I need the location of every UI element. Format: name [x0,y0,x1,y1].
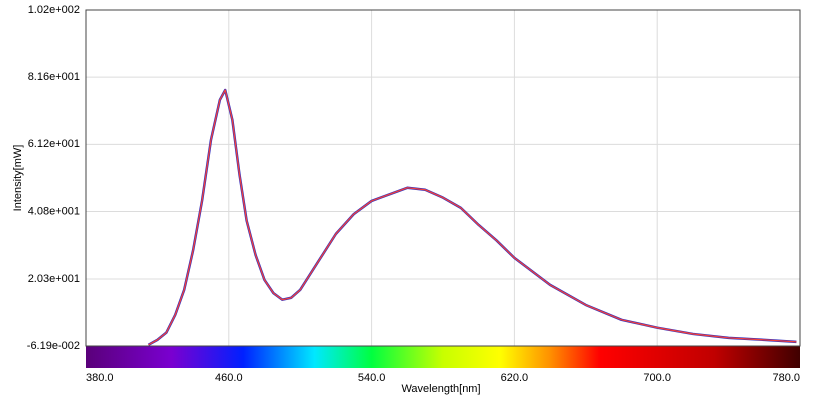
spectrum-bar [86,346,800,368]
x-tick-label: 620.0 [501,372,529,384]
y-tick-label: 6.12e+001 [28,138,80,150]
spectrum-line [148,89,797,346]
y-axis-label: Intensity[mW] [12,145,24,212]
x-tick-label: 540.0 [358,372,386,384]
x-axis-label: Wavelength[nm] [401,383,480,395]
y-tick-label: 4.08e+001 [28,205,80,217]
plot-frame [85,9,801,347]
y-tick-label: 2.03e+001 [28,273,80,285]
x-tick-label: 460.0 [215,372,243,384]
x-tick-label: 780.0 [772,372,800,384]
y-tick-label: 8.16e+001 [28,71,80,83]
x-tick-label: 700.0 [643,372,671,384]
y-tick-label: -6.19e-002 [27,340,80,352]
x-tick-label: 380.0 [86,372,114,384]
y-tick-label: 1.02e+002 [28,4,80,16]
